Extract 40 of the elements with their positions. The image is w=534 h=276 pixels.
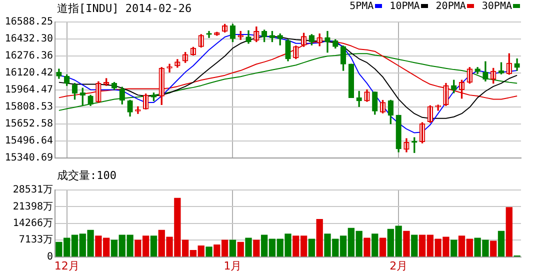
bar — [379, 238, 386, 257]
y-tick-label: 14266万 — [12, 218, 53, 229]
x-tick-label: 1月 — [224, 259, 242, 272]
legend-label: 30PMA — [482, 1, 512, 12]
y-tick-label: 15964.47 — [4, 84, 53, 96]
x-tick-label: 2月 — [390, 259, 408, 272]
bar — [150, 236, 158, 257]
bar — [364, 238, 370, 257]
bar — [506, 207, 512, 257]
y-tick-label: 16588.25 — [4, 16, 53, 28]
bar — [237, 242, 244, 257]
bar — [411, 234, 418, 257]
y-tick-label: 28531万 — [12, 184, 53, 196]
bar — [245, 238, 252, 257]
y-tick-label: 16432.30 — [4, 34, 53, 45]
y-tick-label: 15808.53 — [4, 102, 53, 113]
bar — [316, 218, 323, 257]
y-tick-label: 15496.64 — [4, 136, 53, 147]
y-tick-label: 0 — [46, 251, 53, 262]
bar — [498, 230, 505, 257]
bar — [308, 238, 316, 257]
legend-label: 10PMA — [390, 1, 420, 12]
chart-title: 道指[INDU] 2014-02-26 — [57, 1, 192, 16]
bar — [253, 240, 260, 257]
bar — [403, 230, 410, 257]
y-tick-label: 16120.42 — [4, 68, 53, 79]
y-tick-label: 21398万 — [12, 201, 53, 212]
legend-label: 5PMA — [350, 1, 374, 12]
y-tick-label: 16276.36 — [4, 50, 53, 62]
bar — [206, 246, 212, 257]
y-tick-label: 15340.69 — [4, 152, 53, 164]
bar — [490, 240, 497, 257]
y-tick-label: 15652.58 — [4, 118, 53, 130]
chart-title: 成交量:100 — [57, 168, 116, 183]
bar — [372, 234, 378, 257]
bar — [450, 240, 458, 257]
x-tick-label: 12月 — [54, 259, 80, 272]
bar — [229, 240, 236, 257]
legend-label: 20PMA — [436, 1, 466, 12]
y-tick-label: 7133万 — [18, 234, 53, 246]
